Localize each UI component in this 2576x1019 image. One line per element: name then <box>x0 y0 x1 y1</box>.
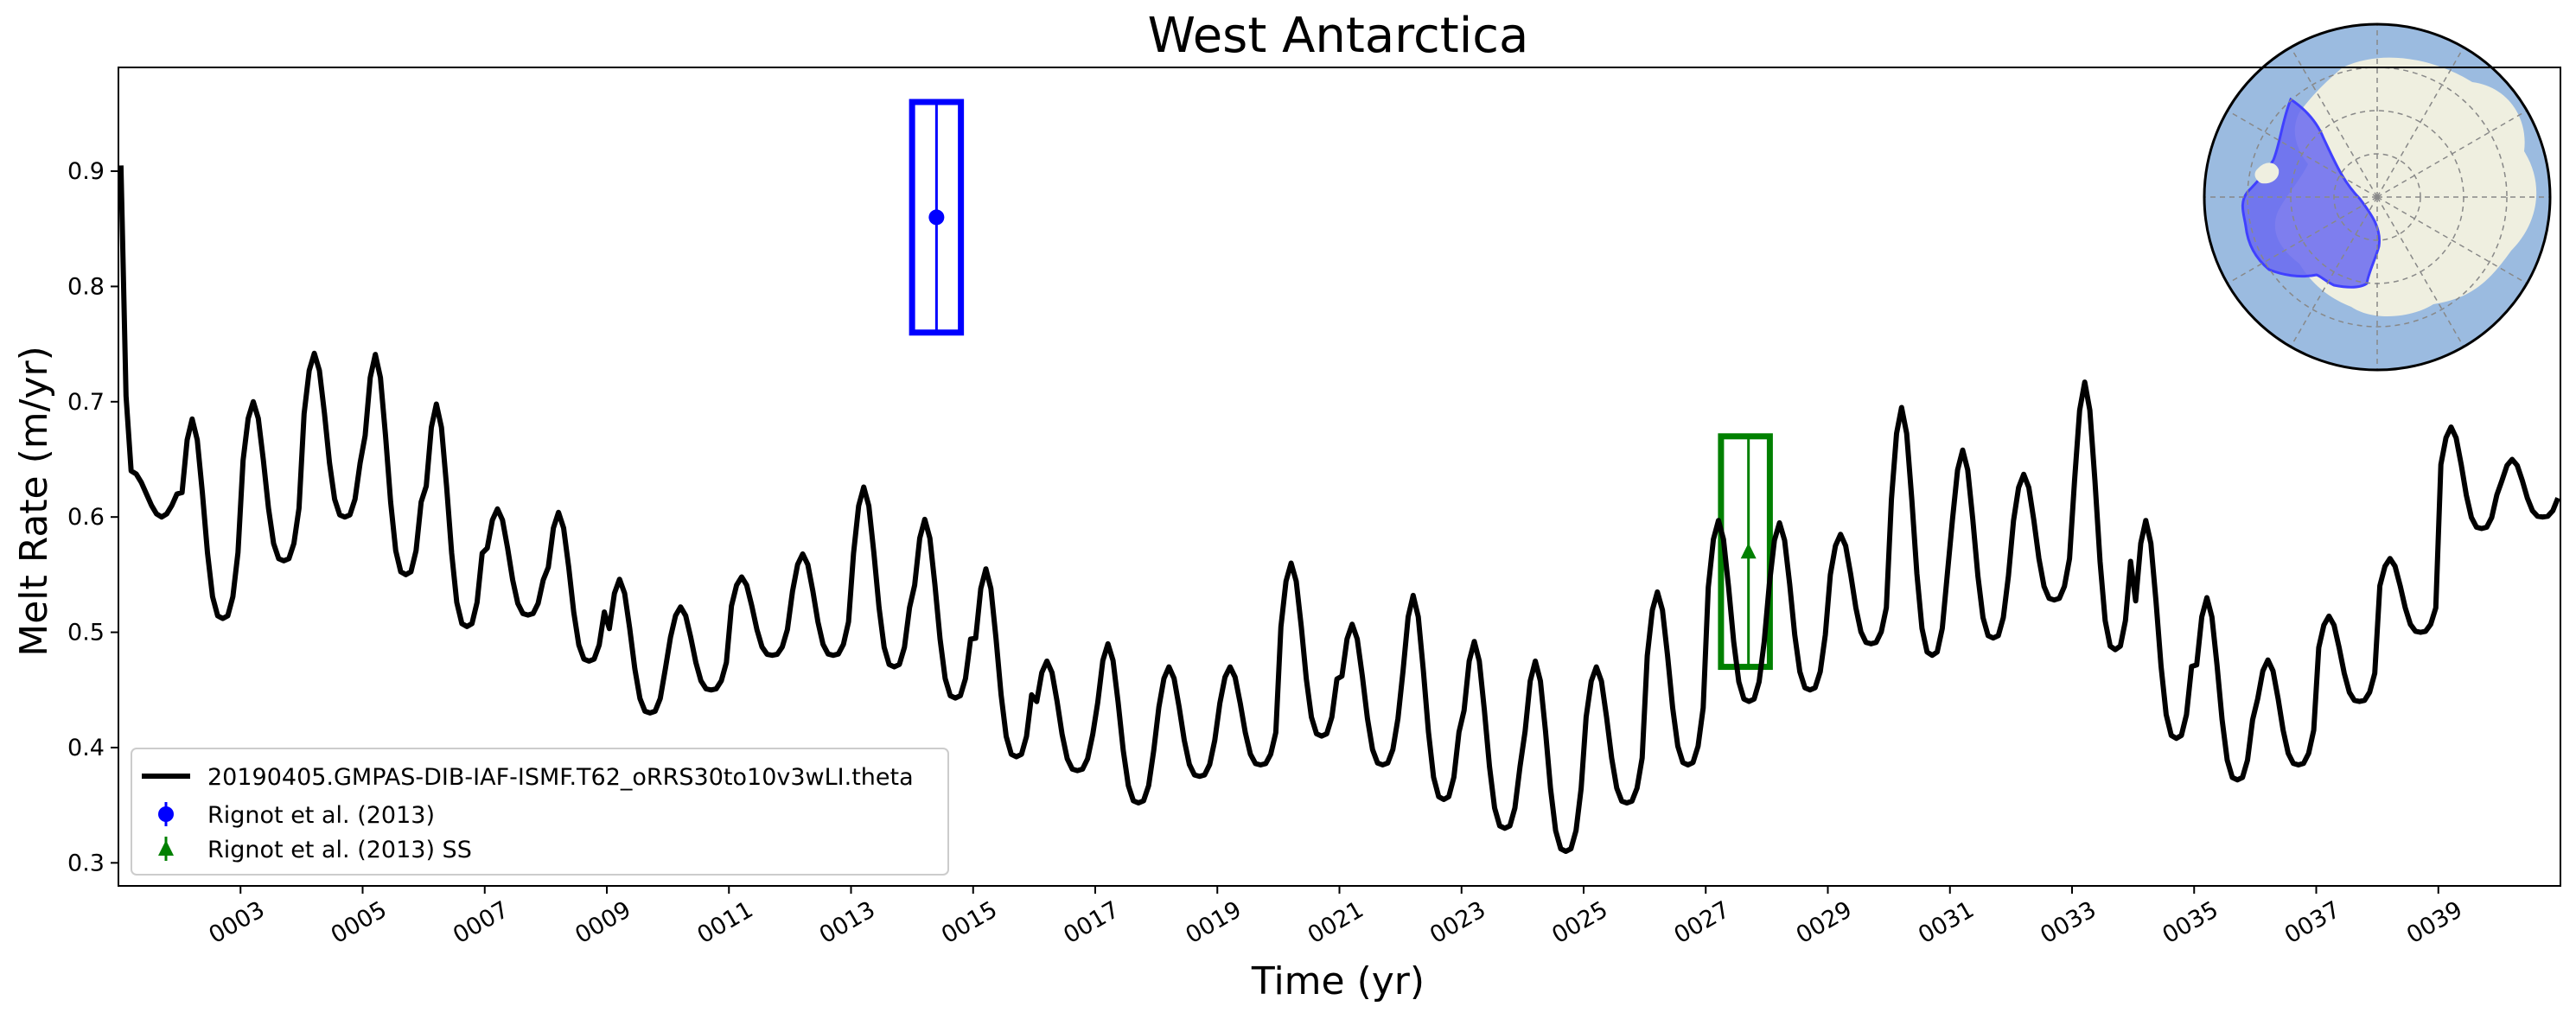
inset-meridian <box>2376 110 2528 198</box>
series-line <box>118 165 2560 854</box>
y-tick-label: 0.4 <box>67 735 105 761</box>
legend-label-series: 20190405.GMPAS-DIB-IAF-ISMF.T62_oRRS30to… <box>207 764 914 791</box>
legend: 20190405.GMPAS-DIB-IAF-ISMF.T62_oRRS30to… <box>131 748 949 876</box>
y-axis: 0.3 0.4 0.5 0.6 0.7 0.8 0.9 <box>67 158 118 876</box>
y-tick-label: 0.6 <box>67 504 105 531</box>
observation-range-box <box>1718 433 1773 671</box>
inset-meridian <box>2376 196 2528 284</box>
y-axis-label: Melt Rate (m/yr) <box>12 346 56 657</box>
y-tick-label: 0.8 <box>67 273 105 300</box>
y-tick-label: 0.7 <box>67 389 105 416</box>
observation-point <box>928 209 945 226</box>
inset-map-border <box>2203 22 2552 372</box>
inset-map <box>2203 22 2552 372</box>
inset-meridian <box>2227 196 2378 284</box>
inset-meridian <box>2227 110 2378 198</box>
inset-antarctic-peninsula <box>2254 162 2280 184</box>
inset-meridian <box>2376 196 2464 347</box>
inset-meridian <box>2290 47 2378 198</box>
inset-region-west-antarctica <box>2241 97 2382 289</box>
legend-box <box>131 748 949 876</box>
x-axis-label: Time (yr) <box>1251 959 1425 1003</box>
legend-label-observation: Rignot et al. (2013) SS <box>207 837 472 863</box>
chart-title: West Antarctica <box>1148 8 1529 64</box>
legend-label-observation: Rignot et al. (2013) <box>207 802 435 829</box>
inset-map-body <box>2204 24 2550 370</box>
observation-point <box>1740 543 1757 559</box>
legend-swatch-circle <box>158 806 174 822</box>
legend-swatch-triangle <box>158 840 174 856</box>
inset-meridian <box>2290 196 2378 347</box>
inset-meridian <box>2376 47 2464 198</box>
observation-triangle <box>1718 433 1773 671</box>
y-tick-label: 0.5 <box>67 620 105 646</box>
y-tick-label: 0.9 <box>67 158 105 185</box>
observation-circle <box>909 99 965 336</box>
y-tick-label: 0.3 <box>67 850 105 876</box>
